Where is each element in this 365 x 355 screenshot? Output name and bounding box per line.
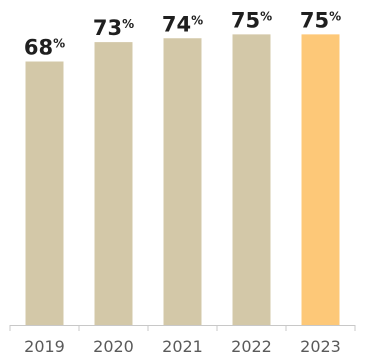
x-label-2020: 2020 (93, 337, 134, 355)
bar-2022 (232, 34, 271, 325)
x-axis-ticks (9, 325, 356, 331)
value-labels-group: 68% 73% 74% 75% 75% (24, 8, 341, 59)
bar-2021 (163, 38, 202, 325)
x-label-2021: 2021 (162, 337, 203, 355)
value-label-2023: 75% (300, 8, 341, 32)
x-label-2022: 2022 (231, 337, 272, 355)
value-label-2022: 75% (231, 8, 272, 32)
value-label-2019: 68% (24, 36, 65, 60)
bar-2023 (301, 34, 340, 325)
bar-2020 (94, 42, 133, 325)
value-label-2021: 74% (162, 12, 203, 36)
x-label-2019: 2019 (24, 337, 65, 355)
x-label-2023: 2023 (300, 337, 341, 355)
value-label-2020: 73% (93, 16, 134, 40)
bar-2019 (25, 61, 64, 325)
bars-group (25, 34, 340, 325)
x-axis-labels: 2019 2020 2021 2022 2023 (24, 337, 341, 355)
